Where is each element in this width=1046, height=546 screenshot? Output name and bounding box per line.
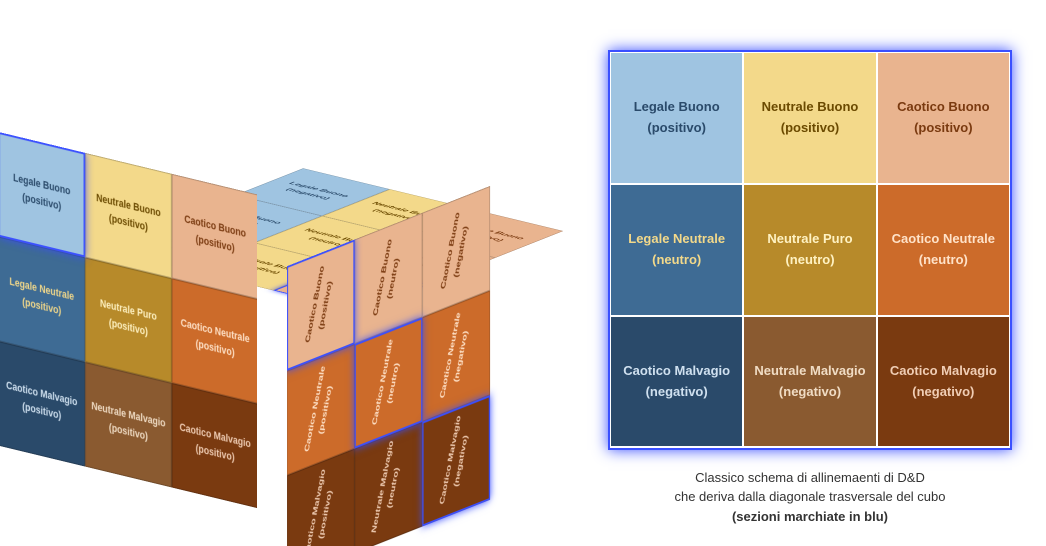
caption-line-1: Classico schema di allinemaenti di D&D [674, 468, 945, 488]
alignment-cell-2d: Caotico Neutrale(neutro) [877, 184, 1010, 316]
alignment-cell: Neutrale Buono(positivo) [85, 153, 172, 279]
alignment-cell-2d: Neutrale Puro(neutro) [743, 184, 876, 316]
caption-line-3: (sezioni marchiate in blu) [674, 507, 945, 527]
alignment-cell: Legale Buono(positivo) [0, 132, 85, 258]
flat-grid-area: Legale Buono(positivo)Neutrale Buono(pos… [600, 20, 1020, 526]
alignment-cell-2d: Caotico Buono(positivo) [877, 52, 1010, 184]
alignment-cell: Caotico Neutrale(positivo) [172, 278, 259, 404]
cube-diagram: Legale Buono(negativo)Neutrale Buono(neg… [20, 20, 560, 520]
alignment-cell-2d: Caotico Malvagio(negativo) [877, 316, 1010, 448]
alignment-cell: Caotico Malvagio(positivo) [172, 383, 259, 509]
alignment-cell-2d: Legale Buono(positivo) [610, 52, 743, 184]
alignment-cell-2d: Legale Neutrale(neutro) [610, 184, 743, 316]
alignment-grid-2d: Legale Buono(positivo)Neutrale Buono(pos… [608, 50, 1012, 450]
alignment-cell: Neutrale Malvagio(positivo) [85, 362, 172, 488]
caption-line-2: che deriva dalla diagonale trasversale d… [674, 487, 945, 507]
alignment-cell-2d: Neutrale Malvagio(negativo) [743, 316, 876, 448]
caption: Classico schema di allinemaenti di D&D c… [674, 468, 945, 527]
alignment-cell-2d: Neutrale Buono(positivo) [743, 52, 876, 184]
alignment-cell: Neutrale Puro(positivo) [85, 257, 172, 383]
alignment-cell: Caotico Buono(positivo) [172, 174, 259, 300]
cube-face-front: Legale Buono(positivo)Neutrale Buono(pos… [0, 132, 258, 509]
alignment-cell: Legale Neutrale(positivo) [0, 236, 85, 362]
alignment-cell: Caotico Malvagio(positivo) [0, 341, 85, 467]
alignment-cell-2d: Caotico Malvagio(negativo) [610, 316, 743, 448]
